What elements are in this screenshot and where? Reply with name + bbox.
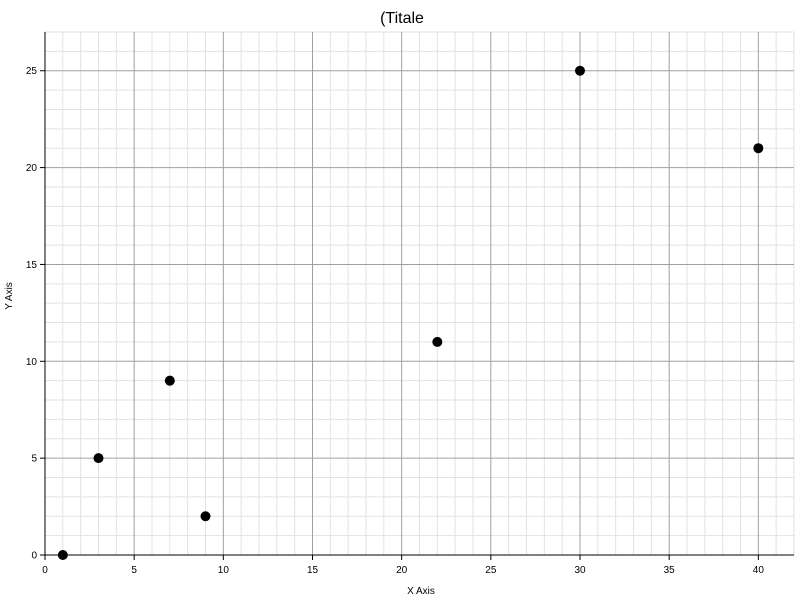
y-tick-label: 15 [26,260,38,271]
data-point [753,143,764,154]
y-tick-label: 25 [26,66,38,77]
y-tick-label: 20 [26,163,38,174]
x-tick-label: 35 [664,565,676,576]
data-point [93,453,104,464]
data-point [432,336,443,347]
x-tick-label: 15 [307,565,319,576]
data-point [200,511,211,522]
y-tick-label: 5 [31,454,37,465]
x-tick-label: 5 [131,565,137,576]
y-tick-label: 0 [31,551,37,562]
x-tick-label: 10 [218,565,230,576]
x-tick-label: 40 [753,565,765,576]
data-points [57,65,764,560]
grid [44,31,795,556]
x-tick-label: 0 [42,565,48,576]
chart-title: (Titale [380,10,424,27]
x-tick-label: 20 [396,565,408,576]
x-axis-label: X Axis [407,586,435,597]
y-tick-label: 10 [26,357,38,368]
data-point [164,375,175,386]
data-point [57,550,68,560]
data-point [575,65,585,76]
y-axis-label: Y Axis [4,282,15,310]
x-tick-label: 25 [485,565,497,576]
x-tick-label: 30 [574,565,586,576]
ticks: 0 5 10 15 20 25 30 35 40 0 5 10 15 20 25 [26,66,764,576]
